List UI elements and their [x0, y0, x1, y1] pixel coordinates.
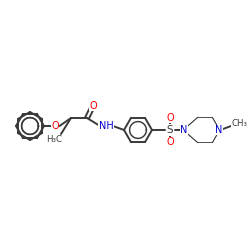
Text: O: O	[166, 113, 174, 123]
Text: N: N	[180, 125, 188, 135]
Text: CH₃: CH₃	[231, 120, 247, 128]
Text: H₃C: H₃C	[46, 136, 62, 144]
Text: S: S	[167, 125, 173, 135]
Text: O: O	[51, 121, 59, 131]
Text: O: O	[166, 137, 174, 147]
Polygon shape	[184, 118, 219, 142]
Text: NH: NH	[98, 121, 114, 131]
Text: N: N	[215, 125, 223, 135]
Text: O: O	[89, 101, 97, 111]
Text: N: N	[180, 125, 188, 135]
